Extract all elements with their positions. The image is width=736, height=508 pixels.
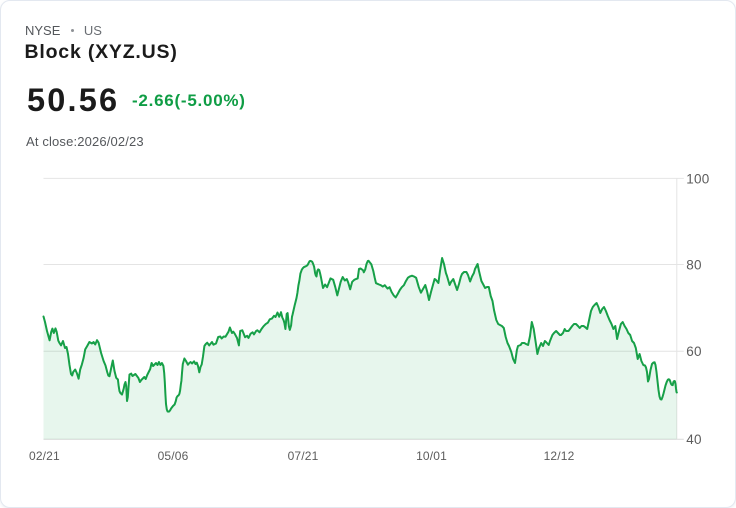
svg-text:12/12: 12/12 bbox=[544, 449, 575, 463]
svg-text:100: 100 bbox=[686, 171, 709, 186]
svg-text:40: 40 bbox=[686, 432, 701, 447]
svg-text:05/06: 05/06 bbox=[158, 449, 189, 463]
svg-text:10/01: 10/01 bbox=[416, 449, 447, 463]
svg-text:80: 80 bbox=[686, 257, 701, 272]
svg-text:02/21: 02/21 bbox=[29, 449, 60, 463]
svg-text:07/21: 07/21 bbox=[288, 449, 319, 463]
svg-text:60: 60 bbox=[686, 344, 701, 359]
